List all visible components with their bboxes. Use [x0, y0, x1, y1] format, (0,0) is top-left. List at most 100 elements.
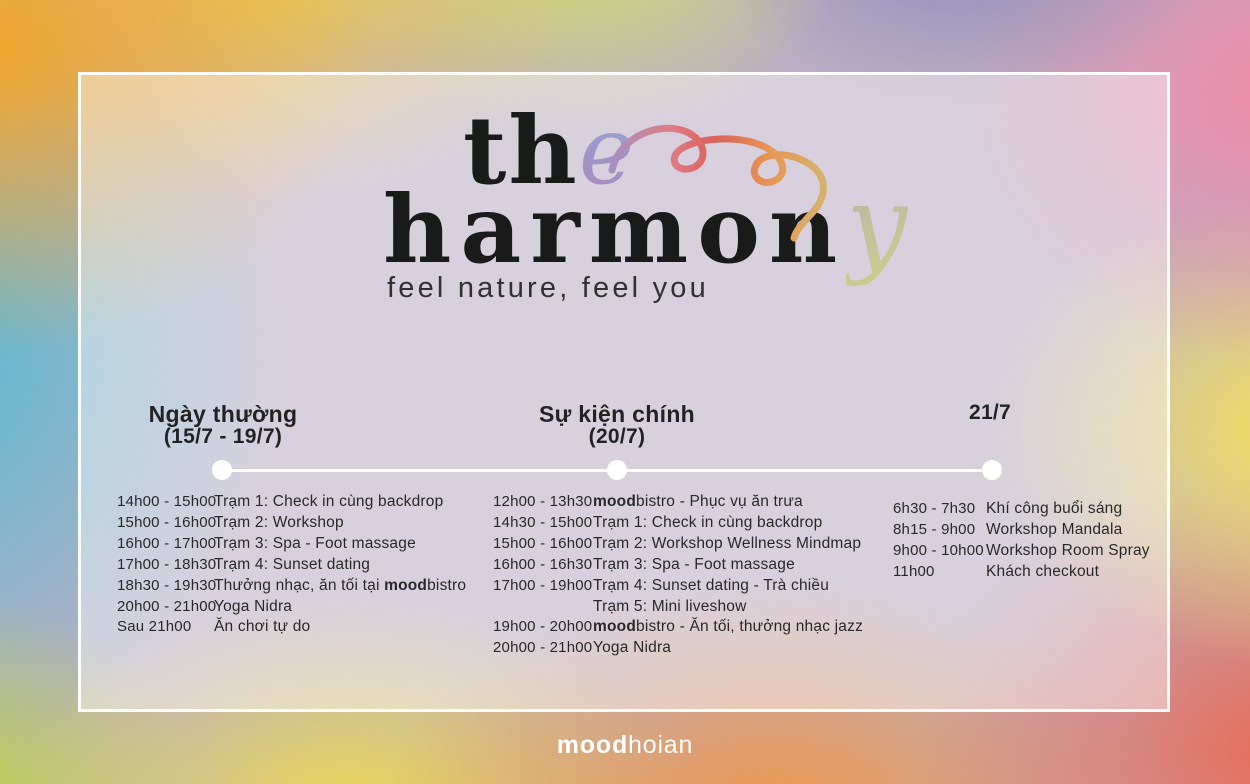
activity-text: Trạm 3: Spa - Foot massage — [214, 534, 416, 552]
column-title: Sự kiện chính — [538, 401, 696, 427]
schedule-activity: Ăn chơi tự do — [214, 617, 310, 638]
schedule-activity: Khí công buổi sáng — [986, 499, 1122, 520]
schedule-row: 11h00 Khách checkout — [893, 562, 1150, 583]
column-title: Ngày thường — [148, 401, 298, 427]
schedule-activity: Trạm 2: Workshop — [214, 513, 344, 534]
activity-text: Yoga Nidra — [593, 639, 672, 657]
schedule-rows-main-event: 12h00 - 13h30 moodbistro - Phục vụ ăn trư… — [493, 492, 863, 659]
schedule-time: 6h30 - 7h30 — [893, 500, 976, 517]
schedule-time: 18h30 - 19h30 — [117, 576, 217, 594]
activity-text: Khí công buổi sáng — [986, 500, 1123, 517]
activity-text: Workshop Room Spray — [986, 541, 1150, 559]
schedule-row: 9h00 - 10h00 Workshop Room Spray — [893, 541, 1150, 562]
schedule-row: 15h00 - 16h00 Trạm 2: Workshop Wellness M… — [493, 534, 863, 555]
schedule-row: 14h30 - 15h00 Trạm 1: Check in cùng backd… — [493, 513, 863, 534]
schedule-time: 20h00 - 21h00 — [117, 597, 217, 615]
timeline-dot-1 — [212, 460, 232, 480]
activity-text: Trạm 5: Mini liveshow — [593, 597, 747, 615]
column-subtitle: (15/7 - 19/7) — [163, 425, 283, 448]
timeline-dot-3 — [982, 460, 1002, 480]
schedule-time — [493, 597, 593, 618]
activity-text: bistro — [427, 576, 467, 594]
schedule-row: 14h00 - 15h00 Trạm 1: Check in cùng backd… — [117, 492, 466, 513]
activity-text: Trạm 3: Spa - Foot massage — [593, 555, 795, 573]
schedule-activity: Thưởng nhạc, ăn tối tại moodbistro — [214, 576, 466, 597]
schedule-time: 12h00 - 13h30 — [493, 493, 593, 510]
schedule-row: 17h00 - 18h30 Trạm 4: Sunset dating — [117, 555, 466, 576]
brand-bold-text: mood — [593, 618, 636, 636]
schedule-row: 20h00 - 21h00 Yoga Nidra — [117, 597, 466, 618]
schedule-row: 16h00 - 16h30 Trạm 3: Spa - Foot massage — [493, 555, 863, 576]
activity-text: Workshop Mandala — [986, 520, 1123, 538]
activity-text: Ăn chơi tự do — [214, 618, 311, 636]
logo-gradient-y: y — [846, 163, 917, 288]
schedule-activity: Trạm 4: Sunset dating — [214, 555, 370, 576]
column-header-21-7: 21/7 — [969, 402, 1011, 424]
schedule-row: 20h00 - 21h00 Yoga Nidra — [493, 638, 863, 659]
schedule-row: 17h00 - 19h00 Trạm 4: Sunset dating - Trà… — [493, 576, 863, 597]
schedule-time: 15h00 - 16h00 — [117, 513, 217, 531]
schedule-time: 9h00 - 10h00 — [893, 541, 984, 559]
schedule-row: 8h15 - 9h00 Workshop Mandala — [893, 520, 1150, 541]
schedule-time: 16h00 - 16h30 — [493, 555, 593, 573]
schedule-activity: Trạm 1: Check in cùng backdrop — [593, 513, 822, 534]
schedule-activity: moodbistro - Ăn tối, thưởng nhạc jazz — [593, 617, 863, 638]
schedule-activity: Khách checkout — [986, 562, 1099, 583]
schedule-time: 19h00 - 20h00 — [493, 618, 593, 636]
activity-text: bistro - Phục vụ ăn trưa — [636, 493, 803, 510]
schedule-row: 15h00 - 16h00 Trạm 2: Workshop — [117, 513, 466, 534]
schedule-activity: Workshop Room Spray — [986, 541, 1150, 562]
schedule-activity: moodbistro - Phục vụ ăn trưa — [593, 492, 803, 513]
activity-text: Trạm 4: Sunset dating — [214, 555, 371, 573]
activity-text: Trạm 4: Sunset dating - Trà chiều — [593, 576, 830, 594]
schedule-rows-21-7: 6h30 - 7h30 Khí công buổi sáng 8h15 - 9h00… — [893, 499, 1150, 583]
column-subtitle: (20/7) — [588, 425, 646, 448]
schedule-time: 17h00 - 19h00 — [493, 576, 593, 594]
activity-text: Thưởng nhạc, ăn tối tại — [214, 576, 385, 594]
footer-brand: moodhoian — [0, 731, 1250, 760]
schedule-activity: Yoga Nidra — [214, 597, 292, 618]
activity-text: Trạm 2: Workshop — [214, 513, 344, 531]
activity-text: Yoga Nidra — [214, 597, 293, 615]
logo-title-line2: harmony — [383, 172, 916, 280]
column-header-main-event: Sự kiện chính (20/7) — [539, 402, 695, 448]
schedule-activity: Trạm 4: Sunset dating - Trà chiều — [593, 576, 829, 597]
schedule-activity: Trạm 5: Mini liveshow — [593, 597, 747, 618]
schedule-time: 11h00 — [893, 562, 935, 580]
schedule-rows-weekdays: 14h00 - 15h00 Trạm 1: Check in cùng backd… — [117, 492, 466, 638]
schedule-row: 6h30 - 7h30 Khí công buổi sáng — [893, 499, 1150, 520]
schedule-activity: Trạm 2: Workshop Wellness Mindmap — [593, 534, 861, 555]
schedule-row: 16h00 - 17h00 Trạm 3: Spa - Foot massage — [117, 534, 466, 555]
schedule-row: 18h30 - 19h30 Thưởng nhạc, ăn tối tại moo… — [117, 576, 466, 597]
schedule-activity: Yoga Nidra — [593, 638, 671, 659]
brand-bold-text: mood — [384, 576, 428, 594]
activity-text: Trạm 1: Check in cùng backdrop — [214, 493, 444, 510]
column-header-weekdays: Ngày thường (15/7 - 19/7) — [149, 402, 298, 448]
schedule-row: 19h00 - 20h00 moodbistro - Ăn tối, thưởng… — [493, 617, 863, 638]
footer-brand-mood: mood — [556, 731, 629, 759]
schedule-time: 14h30 - 15h00 — [493, 513, 593, 531]
logo-title-harmon: harmon — [383, 175, 847, 285]
schedule-time: 14h00 - 15h00 — [117, 493, 217, 510]
activity-text: bistro - Ăn tối, thưởng nhạc jazz — [636, 618, 864, 636]
schedule-time: 8h15 - 9h00 — [893, 520, 976, 538]
brand-bold-text: mood — [593, 493, 636, 510]
schedule-time: 20h00 - 21h00 — [493, 639, 593, 657]
schedule-time: 15h00 - 16h00 — [493, 534, 593, 552]
activity-text: Trạm 2: Workshop Wellness Mindmap — [593, 534, 862, 552]
schedule-activity: Trạm 1: Check in cùng backdrop — [214, 492, 443, 513]
footer-brand-hoian: hoian — [628, 731, 694, 759]
schedule-activity: Workshop Mandala — [986, 520, 1122, 541]
logo-tagline: feel nature, feel you — [387, 272, 709, 304]
schedule-activity: Trạm 3: Spa - Foot massage — [214, 534, 416, 555]
schedule-row: Sau 21h00 Ăn chơi tự do — [117, 617, 466, 638]
schedule-row: Trạm 5: Mini liveshow — [493, 597, 863, 618]
column-title: 21/7 — [968, 401, 1012, 424]
activity-text: Trạm 1: Check in cùng backdrop — [593, 513, 823, 531]
schedule-time: Sau 21h00 — [117, 618, 192, 636]
schedule-activity: Trạm 3: Spa - Foot massage — [593, 555, 795, 576]
activity-text: Khách checkout — [986, 562, 1100, 580]
schedule-time: 17h00 - 18h30 — [117, 555, 217, 573]
timeline-dot-2 — [607, 460, 627, 480]
